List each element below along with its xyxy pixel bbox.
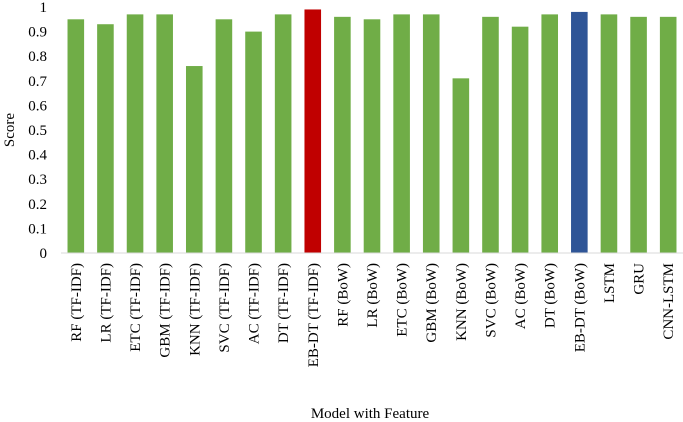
bar — [571, 11, 588, 254]
x-tick-label: AC (BoW) — [513, 263, 529, 329]
bar — [304, 9, 322, 253]
bar — [97, 24, 114, 253]
y-tick-label: 0.2 — [28, 197, 47, 213]
x-tick-label: KNN (BoW) — [454, 263, 470, 341]
x-tick-label: LR (BoW) — [365, 263, 381, 328]
bar — [245, 31, 262, 253]
bar — [422, 14, 440, 253]
y-tick-label: 0.7 — [28, 74, 47, 90]
bar — [126, 14, 144, 253]
y-tick-label: 0.8 — [28, 49, 47, 65]
bar — [600, 14, 618, 253]
x-tick-label: DT (BoW) — [543, 263, 559, 328]
x-tick-label: ETC (BoW) — [395, 263, 411, 337]
bar — [541, 14, 559, 253]
bar — [511, 26, 529, 254]
x-tick-label: LR (TF-IDF) — [98, 263, 114, 343]
bar — [630, 16, 647, 254]
y-tick-label: 0.6 — [28, 98, 47, 114]
x-tick-label: GBM (TF-IDF) — [158, 263, 174, 358]
y-tick-label: 0.1 — [28, 221, 47, 237]
x-tick-label: DT (TF-IDF) — [276, 263, 292, 343]
x-tick-label: LSTM — [602, 263, 618, 303]
y-tick-label: 0 — [40, 246, 48, 262]
bar — [215, 19, 233, 253]
x-tick-label: AC (TF-IDF) — [247, 263, 263, 344]
x-tick-label: ETC (TF-IDF) — [128, 263, 144, 352]
x-tick-label: EB-DT (TF-IDF) — [306, 263, 322, 367]
bar — [67, 19, 85, 253]
bar — [274, 14, 292, 253]
bar — [393, 14, 410, 253]
x-tick-label: RF (BoW) — [335, 263, 351, 327]
y-tick-label: 0.3 — [28, 172, 47, 188]
y-tick-label: 0.4 — [28, 148, 47, 164]
bar — [659, 16, 677, 254]
x-tick-label: EB-DT (BoW) — [572, 263, 588, 352]
x-tick-label: SVC (TF-IDF) — [217, 263, 233, 353]
bar — [363, 19, 381, 253]
bar — [452, 78, 470, 253]
bar — [156, 14, 173, 253]
x-tick-label: RF (TF-IDF) — [69, 263, 85, 342]
x-tick-label: GBM (BoW) — [424, 263, 440, 343]
y-axis-title: Score — [2, 113, 18, 147]
x-tick-label: KNN (TF-IDF) — [187, 263, 203, 356]
bar — [482, 16, 499, 254]
bar — [334, 16, 351, 254]
y-tick-label: 1 — [40, 0, 48, 16]
x-tick-label: GRU — [632, 263, 648, 295]
x-axis-title: Model with Feature — [311, 406, 430, 422]
y-tick-label: 0.9 — [28, 25, 47, 41]
y-tick-label: 0.5 — [28, 123, 47, 139]
x-tick-label: CNN-LSTM — [661, 263, 677, 340]
bar — [185, 66, 203, 253]
x-tick-label: SVC (BoW) — [483, 263, 499, 338]
